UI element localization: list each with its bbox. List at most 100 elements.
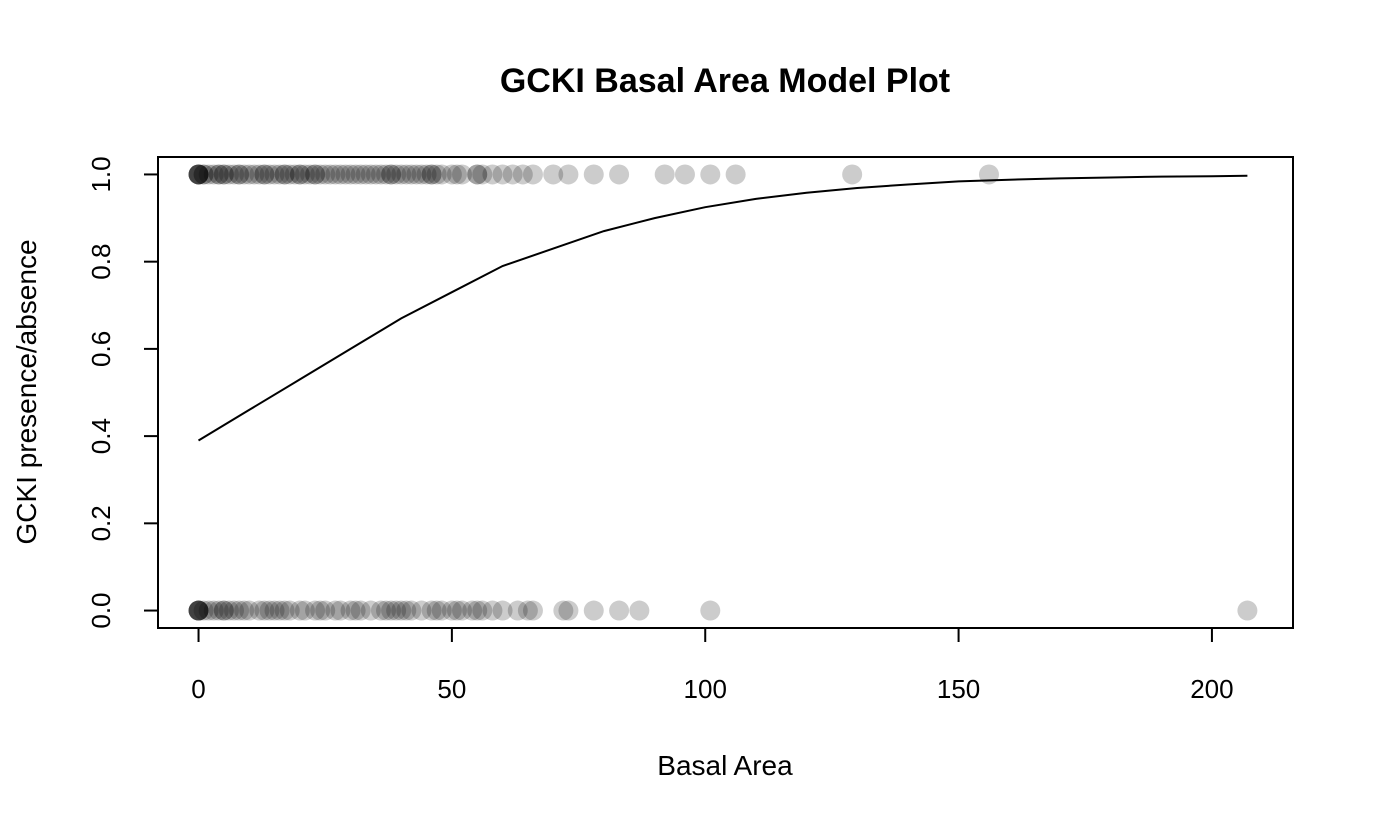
data-point bbox=[376, 600, 397, 621]
data-point bbox=[188, 600, 209, 621]
data-point bbox=[310, 164, 331, 185]
data-point bbox=[629, 600, 650, 621]
data-point bbox=[229, 164, 250, 185]
data-point bbox=[654, 164, 675, 185]
data-point bbox=[264, 600, 285, 621]
data-point bbox=[289, 164, 310, 185]
data-point bbox=[335, 164, 356, 185]
data-point bbox=[234, 600, 255, 621]
data-point bbox=[381, 164, 402, 185]
data-point bbox=[725, 164, 746, 185]
data-point bbox=[381, 600, 402, 621]
data-point bbox=[315, 600, 336, 621]
data-point bbox=[386, 164, 407, 185]
data-point bbox=[213, 600, 234, 621]
data-point bbox=[345, 600, 366, 621]
data-point bbox=[416, 164, 437, 185]
data-point bbox=[269, 600, 290, 621]
data-point bbox=[310, 600, 331, 621]
data-point bbox=[188, 164, 209, 185]
y-axis: 0.0 0.2 0.4 0.6 0.8 1.0 bbox=[86, 156, 159, 629]
data-point bbox=[305, 164, 326, 185]
data-point bbox=[218, 164, 239, 185]
data-point bbox=[305, 600, 326, 621]
data-point bbox=[467, 164, 488, 185]
data-point bbox=[467, 600, 488, 621]
data-point bbox=[289, 600, 310, 621]
data-point bbox=[229, 600, 250, 621]
data-point bbox=[264, 164, 285, 185]
data-point bbox=[188, 600, 209, 621]
data-point bbox=[446, 164, 467, 185]
y-tick-label: 0.4 bbox=[86, 418, 116, 454]
data-point bbox=[1237, 600, 1258, 621]
data-point bbox=[188, 164, 209, 185]
data-point bbox=[482, 600, 503, 621]
data-point bbox=[426, 164, 447, 185]
data-point bbox=[472, 164, 493, 185]
data-point bbox=[391, 600, 412, 621]
data-point bbox=[188, 164, 209, 185]
data-point bbox=[188, 600, 209, 621]
data-point bbox=[482, 164, 503, 185]
data-point bbox=[360, 600, 381, 621]
data-point bbox=[441, 164, 462, 185]
data-point bbox=[249, 600, 270, 621]
data-point bbox=[274, 164, 295, 185]
data-point bbox=[188, 600, 209, 621]
data-point bbox=[350, 600, 371, 621]
data-point bbox=[376, 164, 397, 185]
y-tick-label: 0.2 bbox=[86, 505, 116, 541]
data-point bbox=[700, 600, 721, 621]
data-point bbox=[229, 164, 250, 185]
data-point bbox=[213, 600, 234, 621]
data-point bbox=[441, 600, 462, 621]
data-point bbox=[284, 164, 305, 185]
data-point bbox=[213, 164, 234, 185]
data-point bbox=[842, 164, 863, 185]
data-point bbox=[330, 600, 351, 621]
data-point bbox=[583, 600, 604, 621]
model-curve bbox=[197, 174, 1248, 442]
data-point bbox=[700, 164, 721, 185]
data-point bbox=[198, 164, 219, 185]
data-point bbox=[203, 600, 224, 621]
data-point bbox=[365, 164, 386, 185]
x-tick-label: 0 bbox=[191, 674, 205, 704]
data-point bbox=[244, 164, 265, 185]
data-point bbox=[502, 164, 523, 185]
data-point bbox=[522, 600, 543, 621]
data-point bbox=[396, 164, 417, 185]
data-point bbox=[421, 164, 442, 185]
data-point bbox=[472, 600, 493, 621]
data-point bbox=[492, 600, 513, 621]
x-tick-label: 200 bbox=[1190, 674, 1233, 704]
x-axis: 0 50 100 150 200 bbox=[191, 627, 1234, 704]
data-point bbox=[224, 600, 245, 621]
data-point bbox=[259, 164, 280, 185]
data-point bbox=[396, 600, 417, 621]
x-axis-label: Basal Area bbox=[657, 750, 793, 781]
data-point bbox=[411, 164, 432, 185]
data-point bbox=[431, 164, 452, 185]
data-point bbox=[208, 164, 229, 185]
x-tick-label: 100 bbox=[684, 674, 727, 704]
plot-frame bbox=[157, 156, 1294, 629]
data-point bbox=[254, 164, 275, 185]
data-point bbox=[254, 600, 275, 621]
data-point bbox=[609, 600, 630, 621]
data-point bbox=[249, 164, 270, 185]
data-point bbox=[198, 600, 219, 621]
x-tick-label: 150 bbox=[937, 674, 980, 704]
data-point bbox=[320, 164, 341, 185]
data-point bbox=[259, 600, 280, 621]
data-point bbox=[274, 600, 295, 621]
data-point bbox=[401, 164, 422, 185]
data-point bbox=[406, 164, 427, 185]
data-point bbox=[446, 600, 467, 621]
x-tick-label: 50 bbox=[437, 674, 466, 704]
data-point bbox=[467, 164, 488, 185]
y-tick-label: 0.8 bbox=[86, 244, 116, 280]
data-point bbox=[305, 164, 326, 185]
